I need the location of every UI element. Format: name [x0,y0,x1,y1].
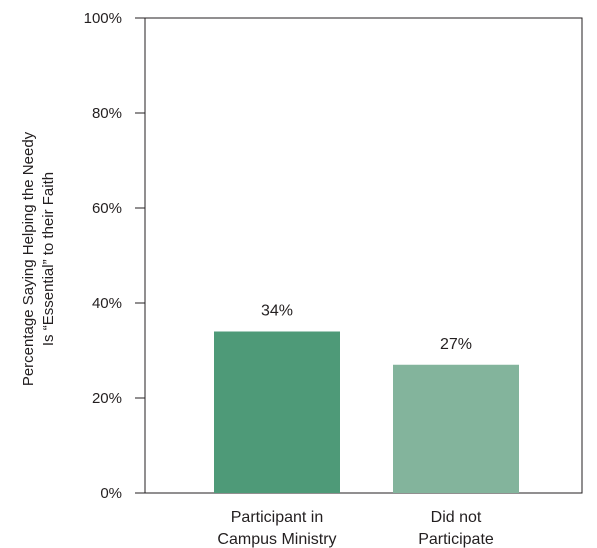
category-label: Did not [431,509,482,526]
bar-value-label: 27% [440,336,472,353]
y-tick-label: 20% [92,390,122,407]
y-tick-label: 0% [100,485,122,502]
bars [214,331,519,493]
category-labels: Participant in Campus Ministry Did not Part… [217,509,493,548]
data-labels: 34% 27% [261,303,472,353]
category-label: Campus Ministry [217,531,336,548]
category-label: Participate [418,531,494,548]
y-tick-label: 40% [92,295,122,312]
y-tick-label: 60% [92,200,122,217]
y-tick-label: 80% [92,105,122,122]
bar-value-label: 34% [261,303,293,320]
y-axis-title: Percentage Saying Helping the Needy Is “… [20,131,57,386]
y-axis-ticks: 0% 20% 40% 60% 80% 100% [84,10,145,502]
category-label: Participant in [231,509,324,526]
bar [393,364,519,493]
y-axis-title-line-2: Is “Essential” to their Faith [40,172,57,346]
plot-frame [144,17,583,494]
y-axis-title-line-1: Percentage Saying Helping the Needy [20,131,37,386]
y-tick-label: 100% [84,10,122,27]
bar [214,331,340,493]
